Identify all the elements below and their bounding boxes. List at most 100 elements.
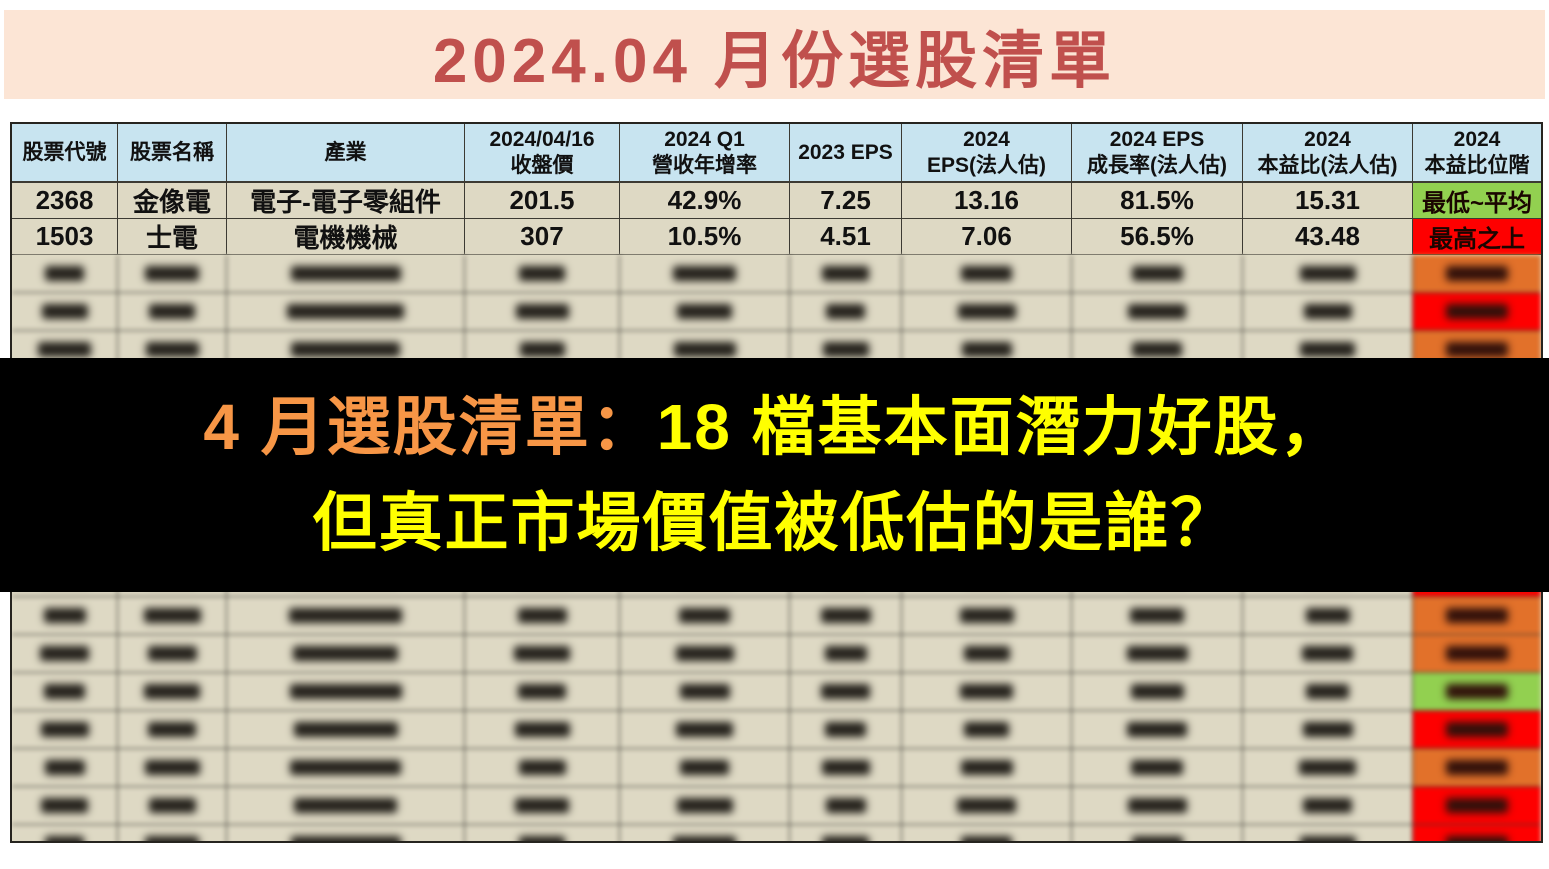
blurred-cell	[1243, 711, 1413, 749]
blurred-pe-rank-badge	[1413, 787, 1541, 825]
page-title: 2024.04 月份選股清單	[432, 26, 1117, 96]
blurred-cell	[902, 597, 1072, 635]
cell-rev_yoy: 10.5%	[620, 219, 790, 255]
blurred-cell	[790, 635, 902, 673]
overlay-line1-main: 18 檔基本面潛力好股，	[656, 390, 1346, 463]
header-cell-9: 2024 本益比位階	[1413, 124, 1541, 183]
blurred-cell	[227, 293, 465, 331]
blurred-cell	[227, 597, 465, 635]
blurred-cell	[118, 255, 227, 293]
blurred-cell	[1072, 293, 1243, 331]
cell-code: 1503	[12, 219, 118, 255]
blurred-cell	[227, 255, 465, 293]
blurred-cell	[465, 711, 620, 749]
blurred-cell	[12, 749, 118, 787]
header-cell-2: 產業	[227, 124, 465, 183]
blurred-cell	[12, 673, 118, 711]
cell-pe_est: 15.31	[1243, 183, 1413, 219]
blurred-cell	[118, 673, 227, 711]
cell-pe_est: 43.48	[1243, 219, 1413, 255]
blurred-cell	[12, 597, 118, 635]
blurred-cell	[902, 749, 1072, 787]
blurred-cell	[1072, 597, 1243, 635]
blurred-cell	[1243, 255, 1413, 293]
blurred-cell	[1072, 673, 1243, 711]
blurred-pe-rank-badge	[1413, 293, 1541, 331]
blurred-cell	[902, 711, 1072, 749]
cell-name: 金像電	[118, 183, 227, 219]
title-banner: 2024.04 月份選股清單	[4, 10, 1545, 99]
blurred-cell	[118, 825, 227, 841]
blurred-cell	[902, 293, 1072, 331]
blurred-cell	[790, 597, 902, 635]
blurred-cell	[620, 673, 790, 711]
cell-close: 307	[465, 219, 620, 255]
blurred-cell	[1243, 597, 1413, 635]
blurred-cell	[1072, 711, 1243, 749]
blurred-cell	[227, 635, 465, 673]
blurred-cell	[620, 293, 790, 331]
blurred-cell	[12, 825, 118, 841]
header-cell-6: 2024 EPS(法人估)	[902, 124, 1072, 183]
blurred-cell	[465, 825, 620, 841]
cell-eps_2023: 4.51	[790, 219, 902, 255]
blurred-cell	[465, 255, 620, 293]
blurred-cell	[118, 635, 227, 673]
blurred-cell	[465, 293, 620, 331]
blurred-cell	[465, 749, 620, 787]
overlay-line1-prefix: 4 月選股清單：	[203, 390, 657, 463]
blurred-cell	[902, 825, 1072, 841]
blurred-cell	[1243, 787, 1413, 825]
blurred-cell	[1072, 635, 1243, 673]
blurred-cell	[620, 825, 790, 841]
blurred-cell	[1072, 787, 1243, 825]
header-cell-5: 2023 EPS	[790, 124, 902, 183]
blurred-pe-rank-badge	[1413, 255, 1541, 293]
header-cell-7: 2024 EPS 成長率(法人估)	[1072, 124, 1243, 183]
cell-name: 士電	[118, 219, 227, 255]
header-cell-4: 2024 Q1 營收年增率	[620, 124, 790, 183]
blurred-cell	[1243, 825, 1413, 841]
blurred-cell	[902, 255, 1072, 293]
blurred-cell	[1243, 749, 1413, 787]
blurred-pe-rank-badge	[1413, 749, 1541, 787]
pe-rank-badge: 最高之上	[1413, 219, 1541, 255]
header-cell-1: 股票名稱	[118, 124, 227, 183]
cell-eps_2024_est: 7.06	[902, 219, 1072, 255]
blurred-cell	[790, 825, 902, 841]
blurred-cell	[1072, 255, 1243, 293]
cell-code: 2368	[12, 183, 118, 219]
overlay-line1: 4 月選股清單：18 檔基本面潛力好股，	[203, 390, 1346, 463]
cell-eps_2024_est: 13.16	[902, 183, 1072, 219]
blurred-pe-rank-badge	[1413, 635, 1541, 673]
blurred-cell	[790, 673, 902, 711]
blurred-cell	[118, 597, 227, 635]
blurred-pe-rank-badge	[1413, 597, 1541, 635]
cell-eps_2023: 7.25	[790, 183, 902, 219]
blurred-cell	[790, 787, 902, 825]
blurred-cell	[1243, 293, 1413, 331]
blurred-cell	[227, 673, 465, 711]
header-cell-3: 2024/04/16 收盤價	[465, 124, 620, 183]
blurred-cell	[620, 635, 790, 673]
blurred-cell	[227, 825, 465, 841]
blurred-cell	[12, 635, 118, 673]
table-header-row: 股票代號 股票名稱 產業 2024/04/16 收盤價 2024 Q1 營收年增率 202…	[12, 124, 1541, 183]
blurred-cell	[790, 711, 902, 749]
blurred-cell	[118, 293, 227, 331]
blurred-cell	[12, 787, 118, 825]
blurred-cell	[902, 673, 1072, 711]
blurred-cell	[620, 255, 790, 293]
blurred-pe-rank-badge	[1413, 673, 1541, 711]
blurred-cell	[465, 787, 620, 825]
blurred-cell	[465, 597, 620, 635]
cell-eps_growth_est: 81.5%	[1072, 183, 1243, 219]
blurred-cell	[227, 787, 465, 825]
header-cell-0: 股票代號	[12, 124, 118, 183]
blurred-cell	[790, 293, 902, 331]
blurred-cell	[465, 635, 620, 673]
cell-close: 201.5	[465, 183, 620, 219]
blurred-cell	[902, 787, 1072, 825]
blurred-cell	[790, 749, 902, 787]
blurred-pe-rank-badge	[1413, 825, 1541, 841]
